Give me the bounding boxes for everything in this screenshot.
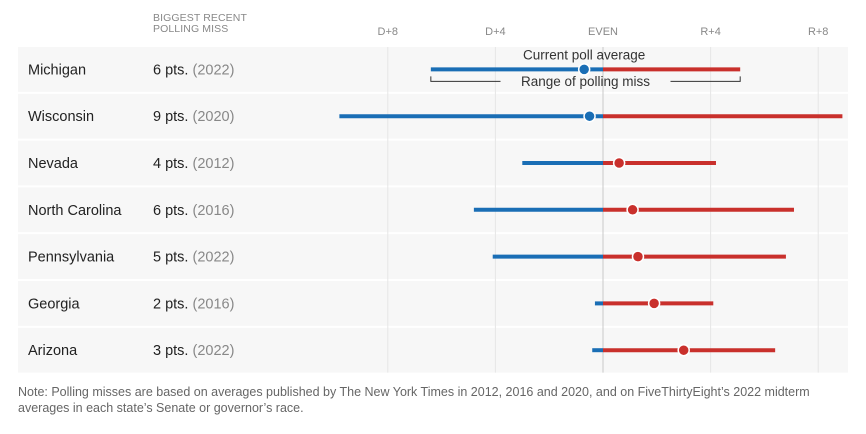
state-label: Arizona bbox=[28, 343, 78, 359]
state-label: Nevada bbox=[28, 156, 79, 172]
state-label: North Carolina bbox=[28, 203, 122, 219]
column-header-line-1: BIGGEST RECENT bbox=[153, 12, 247, 24]
poll-average-dot bbox=[647, 297, 661, 310]
miss-label: 6 pts. (2016) bbox=[153, 203, 234, 219]
miss-label: 9 pts. (2020) bbox=[153, 109, 234, 125]
row-background bbox=[18, 281, 848, 326]
poll-average-dot bbox=[612, 156, 626, 170]
state-label: Michigan bbox=[28, 62, 86, 78]
plot-area: D+8 D+4 EVEN R+4 R+8 Michigan 6 pts. (2022) Cur… bbox=[18, 26, 848, 373]
miss-label: 5 pts. (2022) bbox=[153, 250, 234, 266]
miss-label: 3 pts. (2022) bbox=[153, 343, 234, 359]
state-label: Georgia bbox=[28, 296, 81, 312]
poll-average-dot bbox=[677, 343, 690, 357]
x-tick-label: R+4 bbox=[700, 26, 721, 38]
x-tick-label: R+8 bbox=[808, 26, 829, 38]
poll-average-dot bbox=[583, 109, 596, 123]
footnote: Note: Polling misses are based on averag… bbox=[18, 385, 810, 415]
miss-label: 2 pts. (2016) bbox=[153, 296, 234, 312]
x-tick-label: D+4 bbox=[485, 26, 506, 38]
state-label: Pennsylvania bbox=[28, 250, 115, 266]
x-tick-label: D+8 bbox=[378, 26, 399, 38]
annotation-range: Range of polling miss bbox=[521, 74, 650, 89]
poll-average-dot bbox=[577, 63, 591, 76]
column-header-line-2: POLLING MISS bbox=[153, 23, 229, 35]
x-tick-label: EVEN bbox=[588, 26, 618, 38]
column-header: BIGGEST RECENT POLLING MISS bbox=[153, 13, 247, 35]
poll-average-dot bbox=[626, 203, 639, 217]
state-label: Wisconsin bbox=[28, 109, 94, 125]
miss-label: 4 pts. (2012) bbox=[153, 156, 234, 172]
poll-average-dot bbox=[631, 250, 645, 263]
annotation-current-average: Current poll average bbox=[523, 47, 645, 62]
miss-label: 6 pts. (2022) bbox=[153, 62, 234, 78]
annotation-range-bracket bbox=[430, 76, 741, 82]
row-background bbox=[18, 140, 848, 186]
